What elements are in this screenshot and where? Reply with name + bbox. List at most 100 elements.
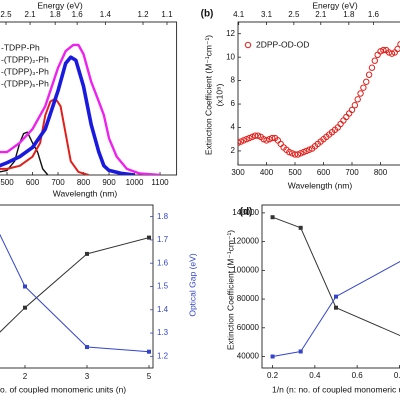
y-tick-label: 10 (226, 52, 235, 61)
marker (357, 90, 364, 97)
marker (303, 147, 310, 155)
x2-tick-label: 1.8 (50, 10, 62, 19)
panel: (d) Extinction Coefficient (M⁻¹cm⁻¹) 1/n (… (225, 204, 400, 394)
plot-frame (261, 204, 400, 369)
series-line (0, 131, 49, 175)
legend-label: -TDPP-Ph (1, 42, 40, 52)
x-tick-label: 0.6 (352, 371, 364, 380)
panel-label: (b) (201, 9, 214, 20)
plot-area (238, 41, 400, 158)
plot-frame (237, 21, 400, 166)
marker (254, 132, 262, 139)
marker (288, 150, 296, 157)
ylabel: Extinction Coefficient (M⁻¹cm⁻¹) (203, 35, 213, 155)
marker (354, 96, 361, 103)
x2-tick-label: 2.5 (0, 10, 12, 19)
x2-tick-label: 2.5 (288, 10, 300, 19)
y-tick-label: 2 (231, 146, 236, 155)
x-tick-label: 3 (85, 372, 90, 381)
x2-tick-label: 2.1 (25, 10, 37, 19)
marker (270, 215, 275, 220)
x-tick-label: 600 (317, 168, 331, 177)
marker (240, 137, 247, 144)
marker (147, 235, 151, 240)
marker (246, 134, 253, 142)
marker (368, 64, 376, 71)
x-tick-label: 700 (345, 168, 359, 177)
y2-tick-label: 1.2 (157, 351, 169, 360)
marker (249, 133, 256, 141)
y-tick-label: 12 (226, 29, 235, 38)
marker (360, 84, 367, 91)
marker (243, 136, 250, 143)
x-tick-label: 2 (23, 372, 28, 381)
marker (263, 137, 270, 144)
legend-label: -(TDPP)₃-Ph (1, 66, 49, 76)
y-tick-label: 140000 (232, 208, 259, 217)
y-tick-label: 8 (231, 76, 236, 85)
plot-frame (0, 21, 178, 176)
marker (337, 120, 344, 128)
x2label: Energy (eV) (312, 0, 358, 10)
marker (270, 354, 275, 359)
marker (380, 46, 387, 54)
series-line (0, 233, 150, 353)
marker (345, 110, 353, 117)
x-tick-label: 0.2 (267, 371, 279, 380)
y-tick-label: 4 (231, 123, 236, 132)
series-line (272, 261, 400, 358)
marker (351, 102, 359, 109)
marker (377, 48, 384, 55)
marker (294, 151, 302, 158)
marker (286, 148, 293, 156)
marker (348, 106, 356, 114)
marker (363, 78, 370, 85)
y-tick-label: 40000 (237, 352, 260, 361)
marker (343, 113, 350, 121)
marker (297, 150, 304, 157)
marker (340, 117, 347, 124)
plot-area (0, 233, 151, 354)
y-tick-label: 100000 (232, 265, 259, 274)
marker (334, 294, 338, 299)
marker (298, 225, 303, 230)
legend-label: -(TDPP)₅-Ph (1, 78, 49, 88)
y-tick-label: 6 (231, 99, 236, 108)
marker (238, 138, 245, 145)
marker (306, 146, 313, 153)
panel: Energy (eV) Wavelength (nm) 500 600 700 800 90… (0, 0, 178, 198)
x-tick-label: 400 (260, 168, 274, 177)
xlabel: o. of coupled monomeric units (n) (0, 384, 126, 394)
marker (85, 345, 89, 350)
series-line (0, 55, 135, 175)
xlabel: Wavelength (nm) (288, 180, 353, 190)
ylabel: Extinction Coefficient (M⁻¹cm⁻¹) (225, 230, 235, 350)
series-line (0, 43, 161, 175)
marker (291, 151, 299, 158)
marker (238, 139, 242, 146)
marker (147, 349, 151, 354)
xlabel: 1/n (n: no. of coupled monomeric units) (272, 384, 400, 394)
series-line (272, 216, 400, 337)
x-tick-label: 1100 (151, 178, 169, 187)
x-tick-label: 800 (374, 168, 388, 177)
panel: o. of coupled monomeric units (n) Optical… (0, 204, 197, 394)
marker (388, 50, 396, 57)
y2-tick-label: 1.7 (157, 235, 169, 244)
x-tick-label: 1000 (126, 178, 144, 187)
marker (85, 251, 89, 256)
x-tick-label: 0.4 (309, 371, 321, 380)
xlabel: Wavelength (nm) (53, 188, 118, 198)
y-tick-label: 120000 (232, 237, 259, 246)
x2-tick-label: 4.1 (233, 10, 245, 19)
x-tick-label: 800 (77, 178, 91, 187)
marker (334, 305, 338, 310)
legend-label: -(TDPP)₂-Ph (1, 54, 49, 64)
x-tick-label: 0.8 (394, 371, 400, 380)
legend-marker (244, 41, 252, 49)
x-tick-label: 700 (51, 178, 65, 187)
x-tick-label: 900 (102, 178, 116, 187)
x2-tick-label: 1.6 (368, 10, 380, 19)
